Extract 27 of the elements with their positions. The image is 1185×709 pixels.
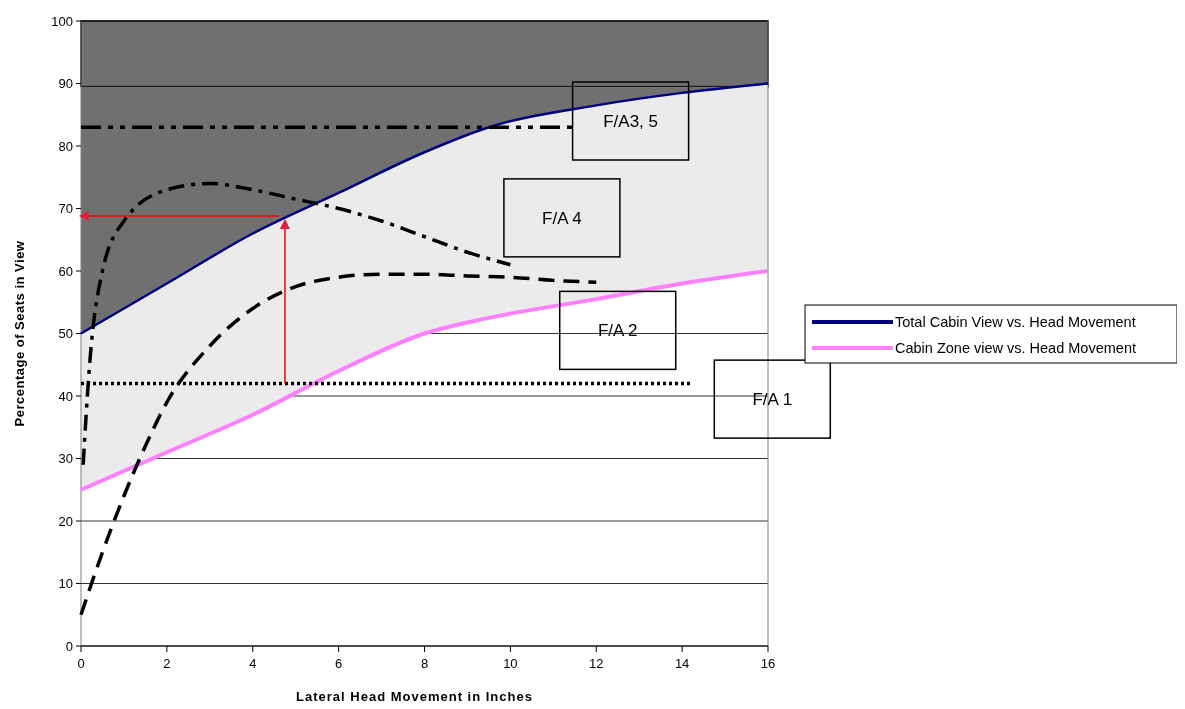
y-tick-label: 20 bbox=[58, 513, 73, 529]
text: Total Cabin View vs. Head Movement bbox=[895, 314, 1136, 330]
y-tick-label: 90 bbox=[58, 76, 73, 91]
y-tick-label: 40 bbox=[58, 388, 73, 404]
y-tick-label: 50 bbox=[58, 326, 73, 341]
annotation: F/A 1 bbox=[752, 390, 793, 410]
x-tick-label: 4 bbox=[249, 656, 257, 671]
x-tick-label: 12 bbox=[589, 656, 604, 671]
x-tick-label: 16 bbox=[760, 656, 776, 671]
x-tick-label: 2 bbox=[163, 656, 171, 671]
annotation: F/A 4 bbox=[542, 208, 582, 228]
y-tick-label: 60 bbox=[58, 263, 73, 279]
x-tick-label: 14 bbox=[674, 656, 690, 671]
y-tick-label: 0 bbox=[65, 638, 73, 654]
y-tick-label: 100 bbox=[51, 13, 73, 29]
x-tick-label: 0 bbox=[77, 656, 85, 671]
x-tick-label: 10 bbox=[503, 656, 518, 671]
text: Cabin Zone view vs. Head Movement bbox=[895, 340, 1136, 356]
x-tick-label: 6 bbox=[335, 656, 343, 671]
y-tick-label: 10 bbox=[58, 576, 73, 591]
annotation: F/A3, 5 bbox=[603, 112, 659, 131]
y-axis-title: Percentage of Seats in View bbox=[12, 240, 27, 427]
y-tick-label: 80 bbox=[58, 138, 73, 154]
x-tick-label: 8 bbox=[420, 656, 429, 671]
x-axis-title: Lateral Head Movement in Inches bbox=[296, 689, 533, 704]
y-tick-label: 70 bbox=[58, 201, 73, 216]
y-tick-label: 30 bbox=[58, 451, 73, 466]
